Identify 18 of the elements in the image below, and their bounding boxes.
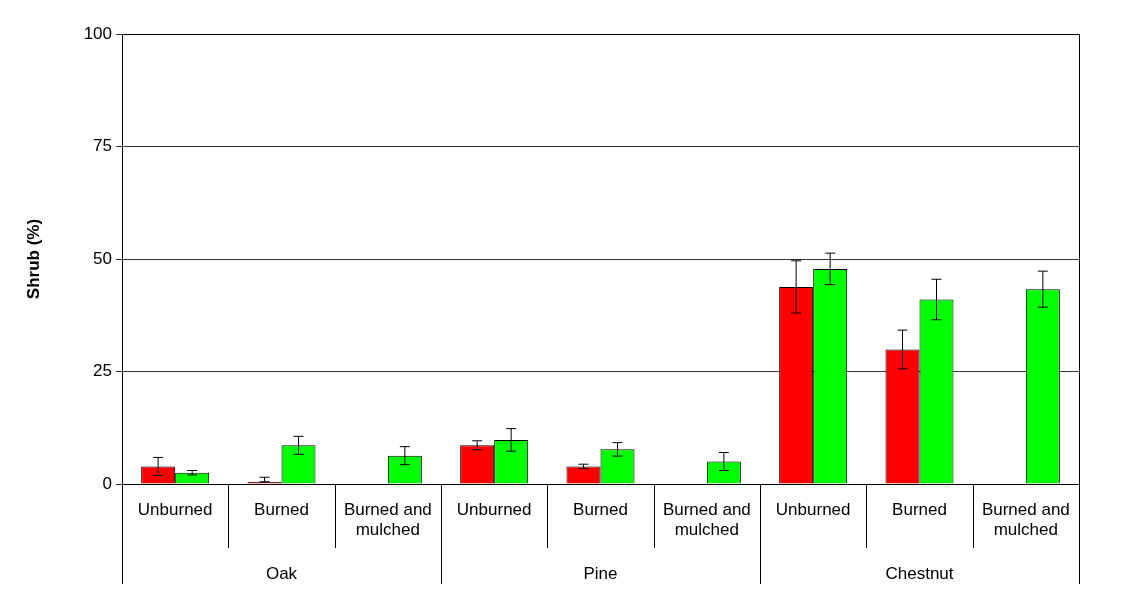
text: Pine [583,563,618,583]
x-tick-label: Unburned [775,499,851,519]
x-tick-label: Unburned [137,499,213,519]
x-tick-label: Burned and mulched [662,499,751,540]
y-tick-label: 75 [93,136,112,156]
y-tick-label: 0 [102,473,112,493]
text: Chestnut [885,563,954,583]
x-tick-label: Unburned [456,499,532,519]
text: Oak [265,563,298,583]
y-tick-label: 50 [93,248,112,268]
y-axis-title: Shrub (%) [23,218,43,300]
x-tick-label: Burned [254,499,309,519]
x-tick-label: Burned [892,499,947,519]
x-tick-label: Burned and mulched [981,499,1070,540]
y-tick-label: 100 [83,23,112,43]
y-tick-label: 25 [93,361,112,381]
x-tick-label: Burned and mulched [343,499,432,540]
x-tick-label: Burned [573,499,628,519]
